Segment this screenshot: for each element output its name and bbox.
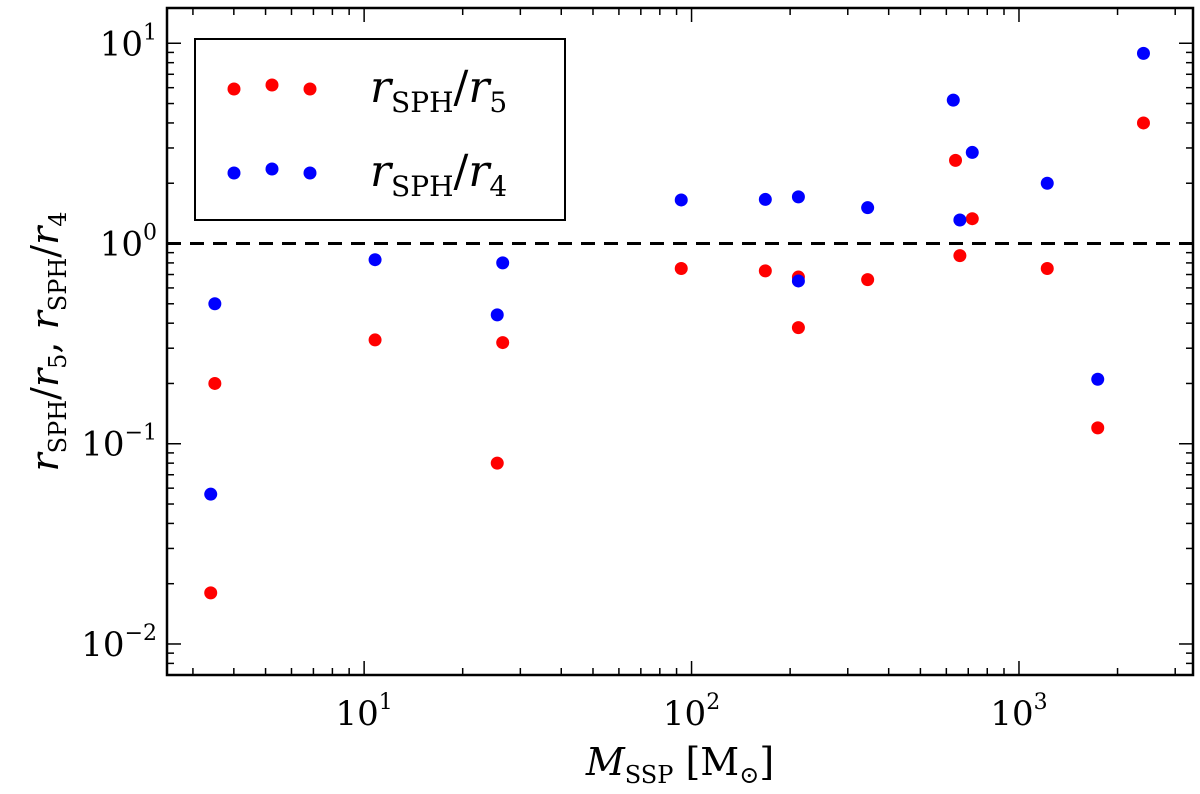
data-point [674,193,688,207]
data-point [861,201,875,215]
legend-marker [227,82,241,96]
data-point [791,274,805,288]
y-tick-label: 100 [100,221,157,265]
axis-ticks [167,8,1193,676]
y-axis-label: rSPH/r5, rSPH/r4 [23,211,72,471]
data-point [204,487,218,501]
data-point [204,586,218,600]
data-point [953,249,967,263]
data-point [496,336,510,350]
data-point [861,273,875,287]
x-tick-label: 101 [335,690,392,734]
data-point [1040,176,1054,190]
data-point [949,153,963,167]
data-point [1136,116,1150,130]
x-tick-label: 102 [663,690,720,734]
data-point [946,93,960,107]
data-point [1091,372,1105,386]
y-tick-label: 10−1 [81,421,157,465]
x-axis-label: MSSP [M⊙] [585,740,774,789]
legend-marker [303,166,317,180]
data-point [1040,262,1054,276]
legend-marker [265,78,279,92]
data-point [965,145,979,159]
legend-marker [303,82,317,96]
data-point [208,376,222,390]
legend-label: rSPH/r5 [370,62,507,119]
data-point [965,212,979,226]
data-point [208,297,222,311]
data-point [953,213,967,227]
legend-marker [227,166,241,180]
data-point [1136,46,1150,60]
data-point [758,192,772,206]
data-point [490,308,504,322]
legend-box [194,38,566,221]
legend-marker [265,162,279,176]
data-point [791,190,805,204]
data-point [490,456,504,470]
x-tick-label: 103 [990,690,1047,734]
data-point [368,333,382,347]
data-point [758,264,772,278]
y-tick-label: 10−2 [81,621,157,665]
legend: rSPH/r5 rSPH/r4 [194,38,566,221]
data-point [368,253,382,267]
series-1 [204,46,1150,501]
data-point [674,262,688,276]
data-point [496,256,510,270]
data-point [791,321,805,335]
legend-label: rSPH/r4 [370,146,507,203]
series-0 [204,116,1150,600]
data-point [1091,421,1105,435]
plot-frame [165,6,1195,677]
y-tick-label: 101 [100,20,157,64]
